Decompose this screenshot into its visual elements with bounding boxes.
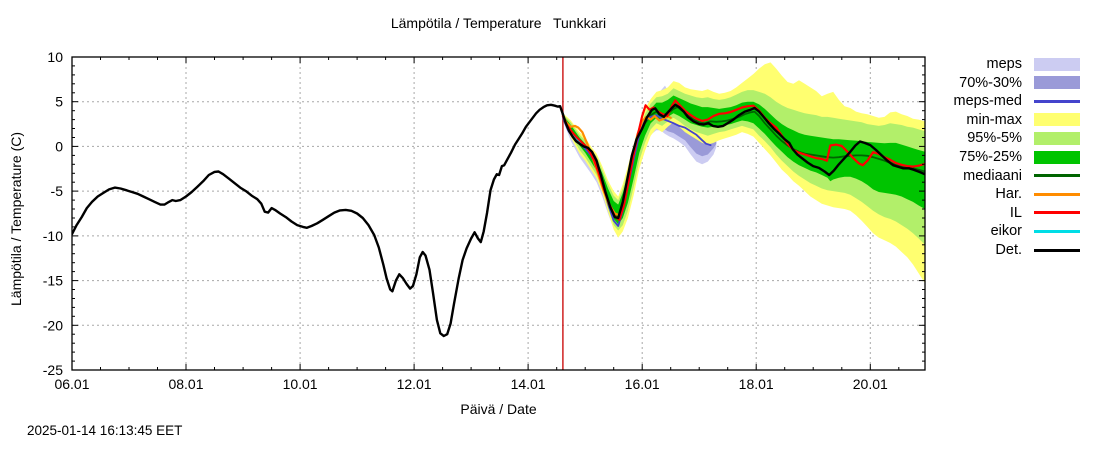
- ensemble-bands: [562, 62, 925, 284]
- legend-swatch-band: [1034, 57, 1080, 71]
- chart-title: Lämpötila / Temperature Tunkkari: [390, 15, 607, 31]
- legend-swatch-line: [1034, 248, 1080, 252]
- legend-item-meps-med: meps-med: [953, 93, 1080, 110]
- svg-text:10.01: 10.01: [283, 376, 318, 392]
- legend-item-il: IL: [1010, 206, 1080, 220]
- axis-ticks: [71, 56, 925, 371]
- legend-label: 75%-25%: [959, 149, 1022, 165]
- svg-text:16.01: 16.01: [625, 376, 660, 392]
- legend-item-75-25-: 75%-25%: [959, 150, 1080, 164]
- legend-swatch-line: [1034, 192, 1080, 196]
- legend-item-meps: meps: [987, 57, 1080, 71]
- svg-text:-10: -10: [43, 228, 63, 244]
- legend-item-eikor: eikor: [990, 223, 1080, 240]
- svg-text:-15: -15: [43, 273, 63, 289]
- timestamp: 2025-01-14 16:13:45 EET: [27, 423, 183, 438]
- legend-item-har-: Har.: [995, 187, 1080, 201]
- legend-label: 70%-30%: [959, 74, 1022, 91]
- legend-item-70-30-: 70%-30%: [959, 74, 1080, 91]
- svg-text:06.01: 06.01: [54, 376, 89, 392]
- svg-text:20.01: 20.01: [853, 376, 888, 392]
- legend-item-95-5-: 95%-5%: [967, 130, 1080, 147]
- svg-text:0: 0: [55, 138, 63, 154]
- legend-swatch-line: [1034, 229, 1080, 233]
- svg-text:14.01: 14.01: [511, 376, 546, 392]
- x-tick-labels: 06.01 08.01 10.01 12.01 14.01 16.01 18.01 20.01: [54, 376, 888, 392]
- series-observed: [72, 103, 565, 338]
- legend-swatch-band: [1034, 113, 1080, 127]
- svg-text:-25: -25: [43, 362, 63, 378]
- plot-border: [71, 56, 926, 371]
- svg-text:-5: -5: [51, 183, 64, 199]
- y-tick-labels: 10 5 0 -5 -10 -15 -20 -25: [43, 49, 63, 378]
- series-meps-med: [562, 114, 712, 227]
- legend-label: meps-med: [953, 93, 1023, 110]
- legend-swatch-band: [1034, 150, 1080, 164]
- legend-item-det-: Det.: [995, 243, 1080, 257]
- band-q75_25: [562, 95, 925, 225]
- legend-label: 95%-5%: [967, 130, 1022, 147]
- x-axis-label: Päivä / Date: [460, 401, 537, 417]
- svg-text:10: 10: [47, 49, 63, 65]
- svg-text:5: 5: [55, 94, 63, 110]
- legend-swatch-band: [1034, 76, 1080, 90]
- series: [72, 99, 925, 338]
- legend-swatch-line: [1034, 99, 1080, 103]
- svg-text:12.01: 12.01: [397, 376, 432, 392]
- band-q95_5: [562, 88, 925, 245]
- legend-label: meps: [986, 56, 1022, 72]
- legend-item-min-max: min-max: [966, 113, 1080, 127]
- svg-text:08.01: 08.01: [168, 376, 203, 392]
- legend-item-mediaani: mediaani: [963, 167, 1080, 184]
- legend-label: Har.: [995, 186, 1022, 203]
- legend-swatch-line: [1034, 174, 1080, 178]
- legend-label: eikor: [990, 223, 1022, 240]
- series-det: [561, 103, 925, 220]
- legend-swatch-band: [1034, 131, 1080, 145]
- legend-label: IL: [1009, 204, 1022, 221]
- svg-text:-20: -20: [43, 317, 63, 333]
- legend-label: min-max: [966, 111, 1022, 128]
- legend-label: mediaani: [963, 167, 1022, 184]
- legend-label: Det.: [995, 242, 1022, 258]
- svg-text:18.01: 18.01: [739, 376, 774, 392]
- legend-swatch-line: [1034, 211, 1080, 215]
- band-q70_30: [562, 97, 717, 228]
